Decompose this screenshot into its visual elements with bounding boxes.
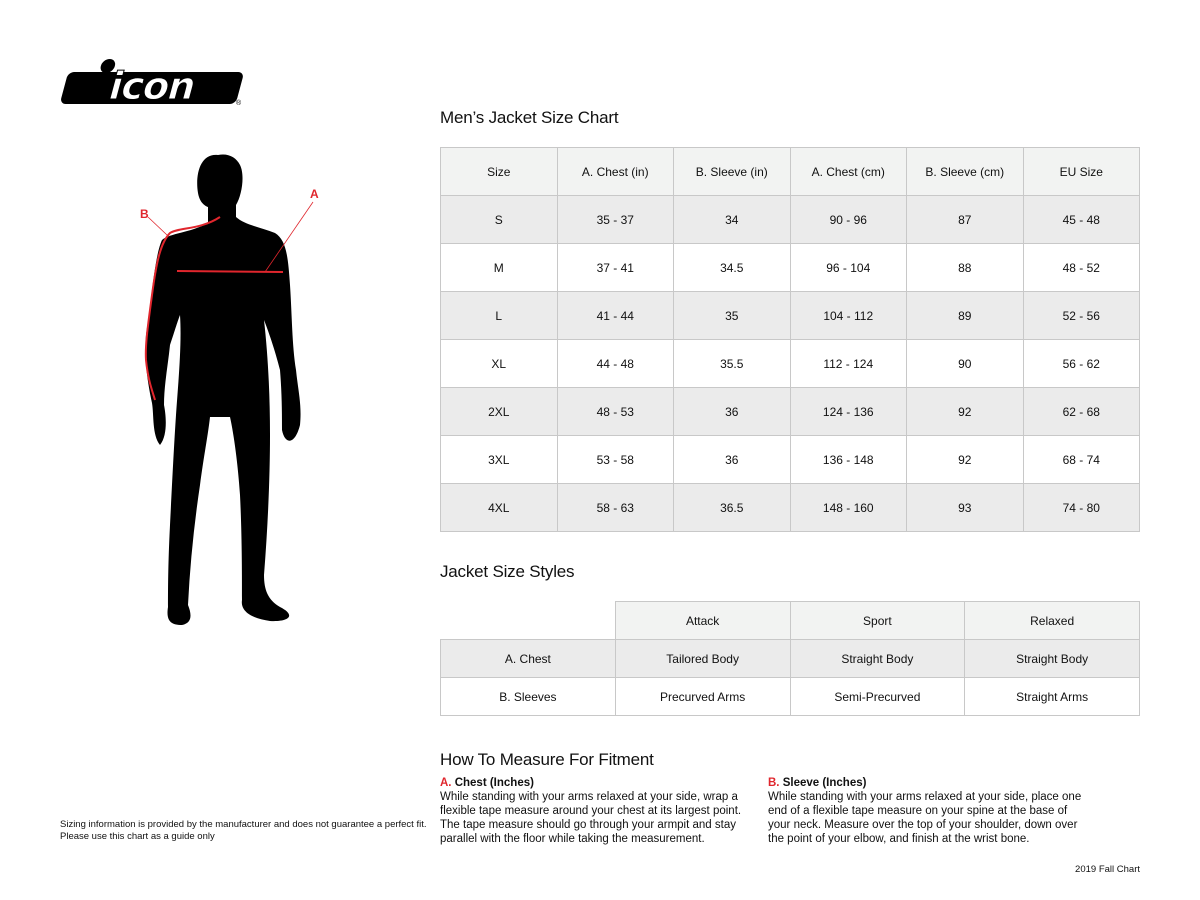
table-cell: 35.5 (673, 339, 791, 388)
table-cell: 92 (906, 387, 1024, 436)
table-cell: 87 (906, 195, 1024, 244)
table-cell: 136 - 148 (789, 435, 907, 484)
footer-chart-date: 2019 Fall Chart (1075, 864, 1140, 875)
label-b: B (140, 207, 149, 221)
table-cell: Straight Arms (964, 677, 1140, 716)
sleeve-instructions: B. Sleeve (Inches) While standing with y… (768, 776, 1088, 846)
table-cell: 35 (673, 291, 791, 340)
table-cell: 36 (673, 387, 791, 436)
table-row: XL 44 - 48 35.5 112 - 124 90 56 - 62 (440, 339, 1140, 388)
table-cell: 124 - 136 (789, 387, 907, 436)
disclaimer-line: Please use this chart as a guide only (60, 831, 215, 842)
table-cell: XL (440, 339, 558, 388)
table-cell: 36 (673, 435, 791, 484)
table-cell: 3XL (440, 435, 558, 484)
table-cell: 93 (906, 483, 1024, 532)
table-cell: 62 - 68 (1022, 387, 1140, 436)
chest-letter: A. (440, 777, 452, 789)
svg-text:icon: icon (104, 65, 201, 108)
header-cell: Relaxed (964, 601, 1140, 640)
table-row: B. Sleeves Precurved Arms Semi-Precurved St… (440, 677, 1140, 716)
table-cell: 2XL (440, 387, 558, 436)
size-chart-title: Men’s Jacket Size Chart (440, 108, 619, 127)
table-row: M 37 - 41 34.5 96 - 104 88 48 - 52 (440, 243, 1140, 292)
sleeve-heading: Sleeve (Inches) (782, 777, 867, 789)
table-cell: 4XL (440, 483, 558, 532)
header-cell: B. Sleeve (cm) (906, 147, 1024, 196)
table-cell: 37 - 41 (556, 243, 674, 292)
table-cell: 88 (906, 243, 1024, 292)
table-cell: Semi-Precurved (789, 677, 966, 716)
header-cell: A. Chest (cm) (789, 147, 907, 196)
table-cell: 53 - 58 (556, 435, 674, 484)
header-cell: Size (440, 147, 558, 196)
styles-title: Jacket Size Styles (440, 562, 575, 581)
header-cell: B. Sleeve (in) (673, 147, 791, 196)
table-cell: 104 - 112 (789, 291, 907, 340)
svg-text:®: ® (236, 99, 242, 107)
table-cell: 41 - 44 (556, 291, 674, 340)
table-row: L 41 - 44 35 104 - 112 89 52 - 56 (440, 291, 1140, 340)
icon-logo: icon ® (61, 59, 243, 108)
table-cell: S (440, 195, 558, 244)
table-cell: 74 - 80 (1022, 483, 1140, 532)
table-cell: 56 - 62 (1022, 339, 1140, 388)
table-cell: 36.5 (673, 483, 791, 532)
table-cell: 96 - 104 (789, 243, 907, 292)
table-row: A. Chest Tailored Body Straight Body Straig… (440, 639, 1140, 678)
table-cell: 90 - 96 (789, 195, 907, 244)
label-a: A (310, 187, 319, 201)
table-cell: 45 - 48 (1022, 195, 1140, 244)
table-cell: 34 (673, 195, 791, 244)
table-cell: Straight Body (964, 639, 1140, 678)
sleeve-text: While standing with your arms relaxed at… (768, 791, 1082, 845)
table-cell: 112 - 124 (789, 339, 907, 388)
table-cell: 148 - 160 (789, 483, 907, 532)
header-cell: A. Chest (in) (556, 147, 674, 196)
table-cell: 92 (906, 435, 1024, 484)
table-row: S 35 - 37 34 90 - 96 87 45 - 48 (440, 195, 1140, 244)
sleeve-letter: B. (768, 777, 780, 789)
header-cell (440, 601, 616, 640)
table-header-row: Size A. Chest (in) B. Sleeve (in) A. Che… (440, 147, 1140, 196)
disclaimer-line: Sizing information is provided by the ma… (60, 819, 427, 830)
table-cell: L (440, 291, 558, 340)
table-cell: 44 - 48 (556, 339, 674, 388)
table-cell: 68 - 74 (1022, 435, 1140, 484)
table-header-row: Attack Sport Relaxed (440, 601, 1140, 640)
table-cell: A. Chest (440, 639, 616, 678)
chest-heading: Chest (Inches) (454, 777, 534, 789)
table-row: 3XL 53 - 58 36 136 - 148 92 68 - 74 (440, 435, 1140, 484)
table-cell: 90 (906, 339, 1024, 388)
header-cell: Sport (789, 601, 966, 640)
chest-instructions: A. Chest (Inches) While standing with yo… (440, 776, 760, 846)
table-row: 4XL 58 - 63 36.5 148 - 160 93 74 - 80 (440, 483, 1140, 532)
table-cell: 48 - 53 (556, 387, 674, 436)
body-silhouette-figure: B A (140, 154, 319, 625)
table-cell: Tailored Body (614, 639, 791, 678)
table-cell: Straight Body (789, 639, 966, 678)
styles-table: Attack Sport Relaxed A. Chest Tailored Bo… (440, 601, 1140, 716)
table-cell: 52 - 56 (1022, 291, 1140, 340)
fitment-title: How To Measure For Fitment (440, 750, 654, 769)
table-cell: 58 - 63 (556, 483, 674, 532)
table-cell: 48 - 52 (1022, 243, 1140, 292)
table-cell: B. Sleeves (440, 677, 616, 716)
table-cell: M (440, 243, 558, 292)
chest-text: While standing with your arms relaxed at… (440, 791, 742, 845)
table-cell: 35 - 37 (556, 195, 674, 244)
table-cell: 34.5 (673, 243, 791, 292)
size-chart-table: Size A. Chest (in) B. Sleeve (in) A. Che… (440, 147, 1140, 532)
disclaimer: Sizing information is provided by the ma… (60, 819, 427, 843)
header-cell: Attack (614, 601, 791, 640)
table-cell: Precurved Arms (614, 677, 791, 716)
header-cell: EU Size (1022, 147, 1140, 196)
table-row: 2XL 48 - 53 36 124 - 136 92 62 - 68 (440, 387, 1140, 436)
table-cell: 89 (906, 291, 1024, 340)
